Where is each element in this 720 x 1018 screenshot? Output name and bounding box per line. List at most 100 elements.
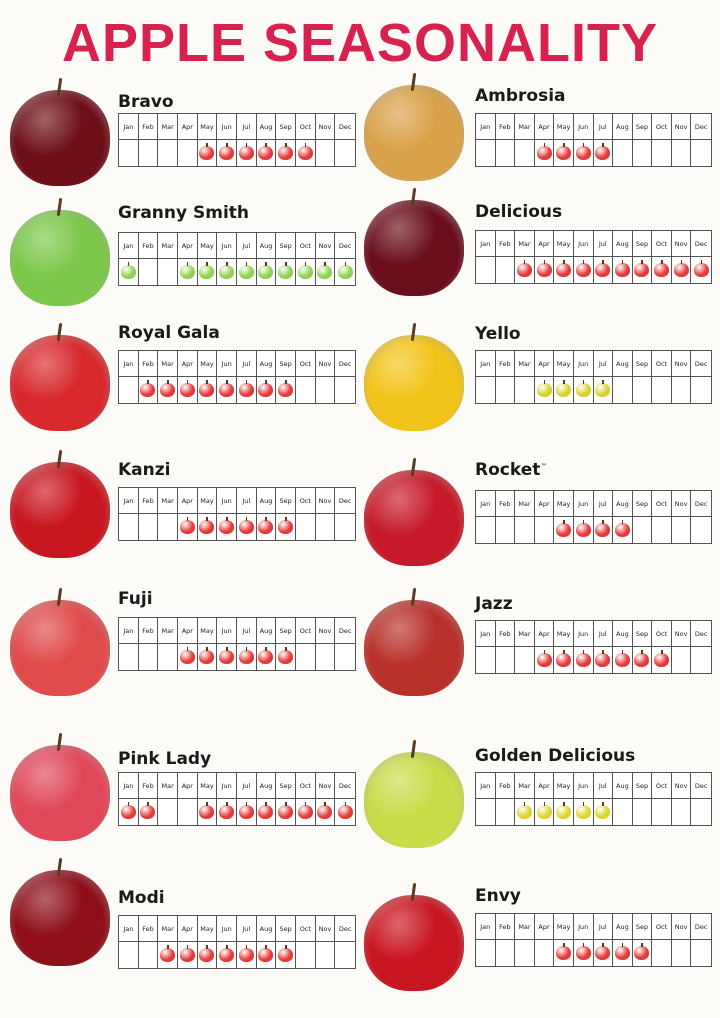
in-season-apple-icon (693, 260, 709, 277)
in-season-apple-icon (516, 260, 532, 277)
in-season-apple-icon (654, 650, 670, 667)
month-cell-jul (237, 140, 257, 166)
apple-image (10, 449, 110, 558)
month-cell-aug (613, 647, 633, 673)
month-cell-dec (335, 942, 355, 968)
month-header: Jan (476, 491, 496, 517)
month-header: Mar (158, 488, 178, 514)
variety-name: Fuji (118, 589, 153, 609)
season-grid: Jan Feb Mar Apr May Jun Jul Aug Sep Oct Nov Dec (118, 915, 356, 969)
in-season-apple-icon (317, 262, 333, 279)
month-cell-oct (296, 799, 316, 825)
season-grid: Jan Feb Mar Apr May Jun Jul Aug Sep Oct Nov Dec (475, 913, 712, 967)
month-header: Sep (276, 773, 296, 799)
month-header: Jun (573, 621, 594, 647)
month-cell-may (198, 799, 218, 825)
month-header: Dec (335, 618, 355, 644)
month-cell-jan (476, 140, 496, 166)
month-header: Dec (691, 114, 711, 140)
month-cell-apr (178, 514, 198, 540)
month-header: Feb (495, 351, 516, 377)
month-cell-nov (672, 140, 692, 166)
month-cell-aug (257, 799, 277, 825)
month-header: Feb (495, 914, 516, 940)
month-header: Oct (295, 618, 316, 644)
month-cell-sep (633, 140, 653, 166)
month-cell-mar (158, 799, 178, 825)
month-cell-apr (535, 377, 555, 403)
month-cell-mar (158, 259, 178, 285)
month-header: Apr (177, 618, 198, 644)
month-header: Oct (652, 491, 672, 517)
month-header: Jan (476, 351, 496, 377)
month-cell-aug (257, 259, 277, 285)
month-cell-jul (594, 377, 614, 403)
month-cell-sep (276, 942, 296, 968)
month-cell-feb (496, 377, 516, 403)
in-season-apple-icon (595, 943, 611, 960)
month-cell-may (554, 140, 574, 166)
month-cell-sep (633, 647, 653, 673)
month-cell-aug (257, 140, 277, 166)
month-cell-nov (316, 377, 336, 403)
month-cell-apr (535, 799, 555, 825)
in-season-apple-icon (219, 380, 235, 397)
in-season-apple-icon (219, 802, 235, 819)
apple-stem (56, 587, 63, 607)
month-header: Aug (613, 914, 633, 940)
variety-name: Delicious (475, 202, 562, 222)
month-cell-feb (496, 940, 516, 966)
month-header: Oct (295, 233, 316, 259)
month-header: Apr (534, 491, 555, 517)
in-season-apple-icon (575, 802, 591, 819)
month-header: Jul (593, 914, 614, 940)
month-header: Dec (691, 231, 711, 257)
month-cell-dec (691, 257, 711, 283)
in-season-apple-icon (556, 650, 572, 667)
month-cell-feb (496, 257, 516, 283)
month-cell-nov (672, 377, 692, 403)
month-cell-jan (119, 377, 139, 403)
month-header: Feb (138, 773, 159, 799)
month-cell-dec (335, 799, 355, 825)
in-season-apple-icon (278, 647, 294, 664)
month-header: Sep (276, 916, 296, 942)
in-season-apple-icon (614, 260, 630, 277)
month-cell-apr (535, 517, 555, 543)
month-cell-jun (217, 799, 237, 825)
in-season-apple-icon (258, 517, 274, 534)
month-cell-dec (691, 940, 711, 966)
month-cell-jul (594, 647, 614, 673)
month-header: Oct (295, 488, 316, 514)
apple-stem (56, 449, 63, 469)
month-cell-sep (276, 799, 296, 825)
apple-image (10, 587, 110, 696)
month-cell-jan (119, 140, 139, 166)
month-header: Feb (138, 233, 159, 259)
month-cell-jul (237, 799, 257, 825)
month-header: Apr (177, 773, 198, 799)
season-grid: Jan Feb Mar Apr May Jun Jul Aug Sep Oct Nov Dec (475, 230, 712, 284)
month-cell-oct (296, 259, 316, 285)
month-cell-jun (574, 799, 594, 825)
apple-image (10, 857, 110, 966)
month-header: Jan (119, 618, 139, 644)
in-season-apple-icon (258, 262, 274, 279)
month-cell-jul (237, 644, 257, 670)
month-header: Sep (632, 351, 653, 377)
month-header: Jan (476, 114, 496, 140)
in-season-apple-icon (297, 262, 313, 279)
month-cell-sep (276, 644, 296, 670)
in-season-apple-icon (575, 380, 591, 397)
in-season-apple-icon (278, 380, 294, 397)
month-cell-nov (672, 799, 692, 825)
in-season-apple-icon (219, 647, 235, 664)
month-header: Sep (276, 114, 296, 140)
month-cell-apr (178, 377, 198, 403)
month-cell-jan (119, 942, 139, 968)
month-cell-dec (691, 647, 711, 673)
month-header: Mar (515, 914, 535, 940)
month-cell-nov (316, 942, 336, 968)
apple-stem (410, 739, 417, 759)
in-season-apple-icon (160, 945, 176, 962)
